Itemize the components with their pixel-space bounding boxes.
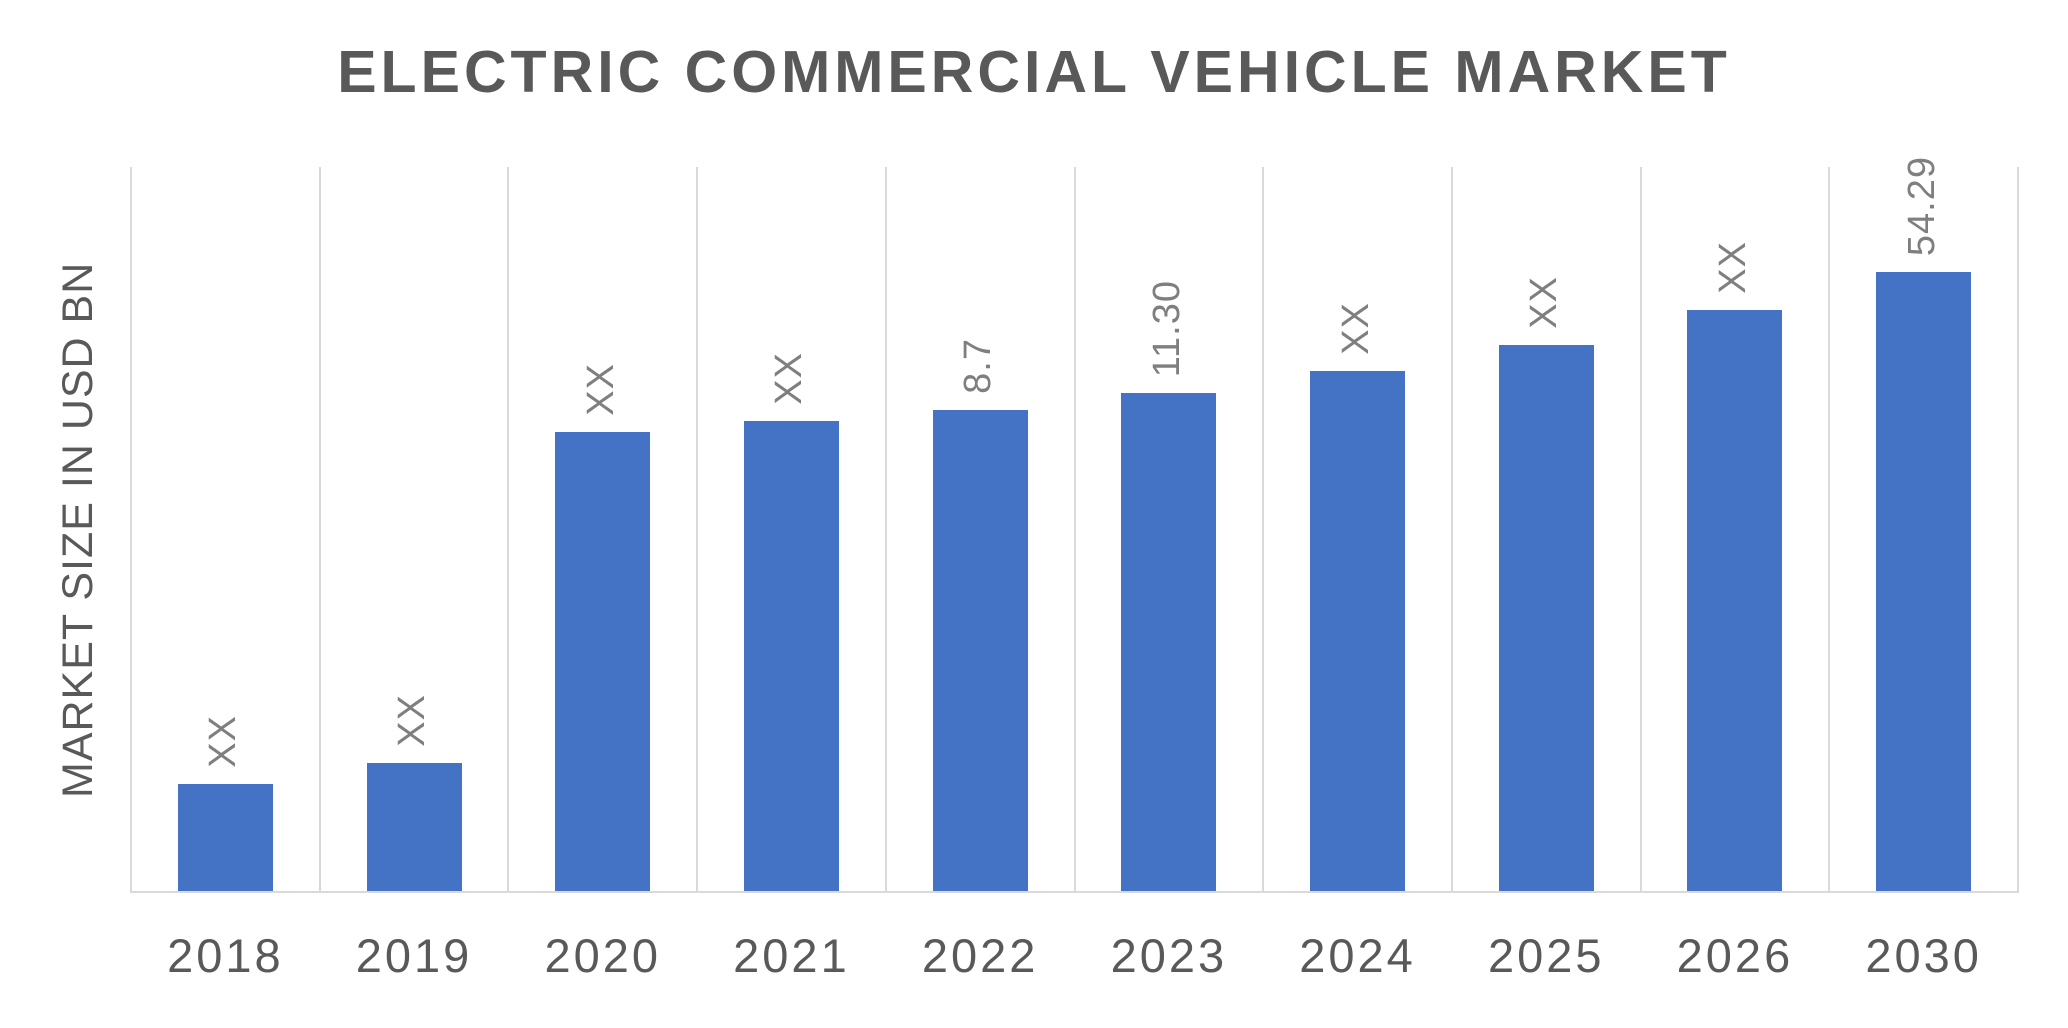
- x-tick-label-2020: 2020: [544, 929, 662, 982]
- vertical-gridline: [696, 167, 699, 893]
- plot-area: XX XX XX XX 8.7 11.30 XX XX XX 54.29: [130, 156, 2019, 893]
- bar-value-label-2030: 54.29: [1900, 155, 1943, 256]
- x-tick-label-2030: 2030: [1865, 929, 1982, 982]
- vertical-gridline: [2017, 167, 2019, 893]
- vertical-gridline: [1262, 167, 1265, 893]
- bar-value-label-2022: 8.7: [957, 338, 1000, 394]
- bar-value-label-2021: XX: [768, 352, 811, 405]
- bar-value-label-2024: XX: [1334, 302, 1377, 355]
- chart-title: ELECTRIC COMMERCIAL VEHICLE MARKET: [337, 39, 1731, 105]
- bar-value-label-2026: XX: [1711, 241, 1754, 294]
- bar-2020: [555, 432, 651, 891]
- bar-value-label-2023: 11.30: [1145, 279, 1188, 377]
- bar-2025: [1498, 345, 1594, 891]
- bar-2021: [743, 421, 839, 891]
- bar-2018: [177, 784, 273, 891]
- bar-2019: [366, 763, 462, 891]
- bar-2026: [1687, 310, 1783, 891]
- x-tick-label-2025: 2025: [1487, 929, 1605, 982]
- x-tick-label-2018: 2018: [167, 929, 284, 982]
- vertical-gridline: [318, 167, 321, 893]
- vertical-gridline: [1828, 167, 1831, 893]
- vertical-gridline: [1073, 167, 1076, 893]
- y-axis-title: MARKET SIZE IN USD BN: [54, 261, 102, 799]
- x-tick-label-2019: 2019: [355, 929, 473, 982]
- vertical-gridline: [884, 167, 887, 893]
- vertical-gridline: [507, 167, 510, 893]
- bar-2022: [932, 410, 1028, 891]
- x-tick-label-2023: 2023: [1110, 929, 1228, 982]
- bar-value-label-2020: XX: [579, 363, 622, 416]
- bar-2024: [1310, 371, 1406, 891]
- bar-value-label-2018: XX: [202, 715, 245, 768]
- x-axis-line: [131, 891, 2018, 893]
- vertical-gridline: [130, 167, 132, 893]
- x-tick-label-2022: 2022: [921, 929, 1039, 982]
- bar-value-label-2019: XX: [391, 694, 434, 747]
- bar-2030: [1876, 272, 1972, 891]
- x-tick-label-2021: 2021: [733, 929, 850, 982]
- bar-2023: [1121, 393, 1217, 891]
- bar-value-label-2025: XX: [1523, 276, 1566, 329]
- x-tick-label-2026: 2026: [1676, 929, 1794, 982]
- x-tick-label-2024: 2024: [1299, 929, 1416, 982]
- vertical-gridline: [1450, 167, 1453, 893]
- vertical-gridline: [1639, 167, 1642, 893]
